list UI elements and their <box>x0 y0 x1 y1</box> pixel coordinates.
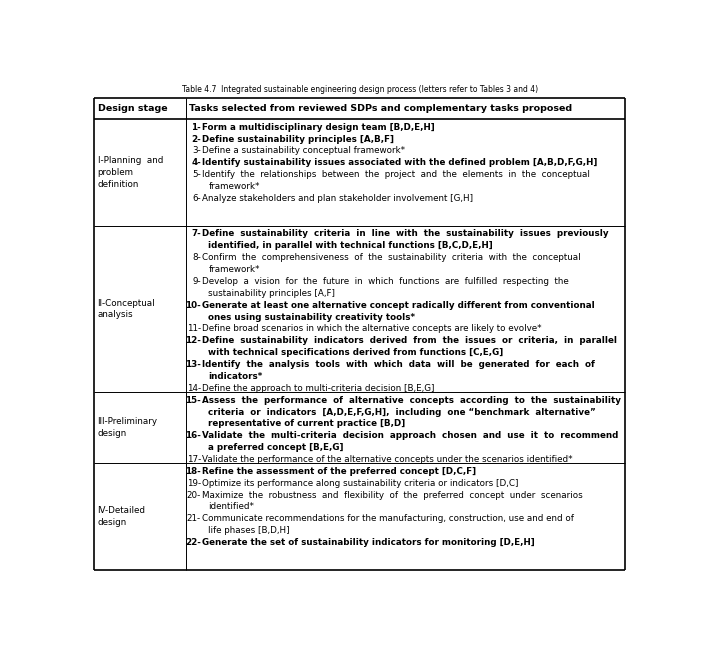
Text: 10-: 10- <box>185 301 201 310</box>
Text: 2-: 2- <box>191 135 201 144</box>
Text: Define a sustainability conceptual framework*: Define a sustainability conceptual frame… <box>202 146 405 155</box>
Text: I-Planning  and
problem
definition: I-Planning and problem definition <box>98 156 163 189</box>
Text: identified, in parallel with technical functions [B,C,D,E,H]: identified, in parallel with technical f… <box>208 241 494 250</box>
Text: Table 4.7  Integrated sustainable engineering design process (letters refer to T: Table 4.7 Integrated sustainable enginee… <box>182 85 538 94</box>
Text: Tasks selected from reviewed SDPs and complementary tasks proposed: Tasks selected from reviewed SDPs and co… <box>189 104 572 113</box>
Text: Generate at least one alternative concept radically different from conventional: Generate at least one alternative concep… <box>202 301 595 310</box>
Text: 7-: 7- <box>191 230 201 239</box>
Text: Define sustainability principles [A,B,F]: Define sustainability principles [A,B,F] <box>202 135 394 144</box>
Text: Analyze stakeholders and plan stakeholder involvement [G,H]: Analyze stakeholders and plan stakeholde… <box>202 194 473 203</box>
Text: representative of current practice [B,D]: representative of current practice [B,D] <box>208 419 406 428</box>
Text: 17-: 17- <box>187 455 201 464</box>
Text: 15-: 15- <box>185 395 201 404</box>
Text: a preferred concept [B,E,G]: a preferred concept [B,E,G] <box>208 443 344 452</box>
Text: 12-: 12- <box>185 336 201 345</box>
Text: 1-: 1- <box>191 123 201 132</box>
Text: Form a multidisciplinary design team [B,D,E,H]: Form a multidisciplinary design team [B,… <box>202 123 435 132</box>
Text: Refine the assessment of the preferred concept [D,C,F]: Refine the assessment of the preferred c… <box>202 467 476 476</box>
Text: with technical specifications derived from functions [C,E,G]: with technical specifications derived fr… <box>208 348 504 357</box>
Text: Define  sustainability  indicators  derived  from  the  issues  or  criteria,  i: Define sustainability indicators derived… <box>202 336 617 345</box>
Text: sustainability principles [A,F]: sustainability principles [A,F] <box>208 289 336 298</box>
Text: Develop  a  vision  for  the  future  in  which  functions  are  fulfilled  resp: Develop a vision for the future in which… <box>202 277 569 286</box>
Text: 19-: 19- <box>187 479 201 488</box>
Text: 8-: 8- <box>192 253 201 263</box>
Text: Define the approach to multi-criteria decision [B,E,G]: Define the approach to multi-criteria de… <box>202 384 435 393</box>
Text: Optimize its performance along sustainability criteria or indicators [D,C]: Optimize its performance along sustainab… <box>202 479 519 488</box>
Text: Confirm  the  comprehensiveness  of  the  sustainability  criteria  with  the  c: Confirm the comprehensiveness of the sus… <box>202 253 581 263</box>
Text: III-Preliminary
design: III-Preliminary design <box>98 417 157 438</box>
Text: Maximize  the  robustness  and  flexibility  of  the  preferred  concept  under : Maximize the robustness and flexibility … <box>202 491 583 500</box>
Text: II-Conceptual
analysis: II-Conceptual analysis <box>98 299 155 319</box>
Text: 6-: 6- <box>192 194 201 203</box>
Text: 14-: 14- <box>187 384 201 393</box>
Text: 11-: 11- <box>187 324 201 333</box>
Text: Generate the set of sustainability indicators for monitoring [D,E,H]: Generate the set of sustainability indic… <box>202 538 535 547</box>
Text: life phases [B,D,H]: life phases [B,D,H] <box>208 526 290 535</box>
Text: Assess  the  performance  of  alternative  concepts  according  to  the  sustain: Assess the performance of alternative co… <box>202 395 621 404</box>
Text: 5-: 5- <box>192 170 201 179</box>
Text: 21-: 21- <box>187 514 201 523</box>
Text: 3-: 3- <box>192 146 201 155</box>
Text: framework*: framework* <box>208 182 260 191</box>
Text: Identify sustainability issues associated with the defined problem [A,B,D,F,G,H]: Identify sustainability issues associate… <box>202 158 597 167</box>
Text: Identify  the  relationships  between  the  project  and  the  elements  in  the: Identify the relationships between the p… <box>202 170 590 179</box>
Text: Validate the performance of the alternative concepts under the scenarios identif: Validate the performance of the alternat… <box>202 455 573 464</box>
Text: IV-Detailed
design: IV-Detailed design <box>98 506 145 527</box>
Text: 4-: 4- <box>191 158 201 167</box>
Text: Define  sustainability  criteria  in  line  with  the  sustainability  issues  p: Define sustainability criteria in line w… <box>202 230 609 239</box>
Text: Design stage: Design stage <box>98 104 167 113</box>
Text: 22-: 22- <box>185 538 201 547</box>
Text: Identify  the  analysis  tools  with  which  data  will  be  generated  for  eac: Identify the analysis tools with which d… <box>202 360 595 369</box>
Text: Validate  the  multi-criteria  decision  approach  chosen  and  use  it  to  rec: Validate the multi-criteria decision app… <box>202 432 618 441</box>
Text: indicators*: indicators* <box>208 372 263 381</box>
Text: 9-: 9- <box>192 277 201 286</box>
Text: identified*: identified* <box>208 502 254 511</box>
Text: Communicate recommendations for the manufacturing, construction, use and end of: Communicate recommendations for the manu… <box>202 514 574 523</box>
Text: Define broad scenarios in which the alternative concepts are likely to evolve*: Define broad scenarios in which the alte… <box>202 324 541 333</box>
Text: 20-: 20- <box>187 491 201 500</box>
Text: ones using sustainability creativity tools*: ones using sustainability creativity too… <box>208 313 416 322</box>
Text: 16-: 16- <box>185 432 201 441</box>
Text: criteria  or  indicators  [A,D,E,F,G,H],  including  one “benchmark  alternative: criteria or indicators [A,D,E,F,G,H], in… <box>208 408 596 417</box>
Text: 13-: 13- <box>185 360 201 369</box>
Text: framework*: framework* <box>208 265 260 274</box>
Text: 18-: 18- <box>185 467 201 476</box>
